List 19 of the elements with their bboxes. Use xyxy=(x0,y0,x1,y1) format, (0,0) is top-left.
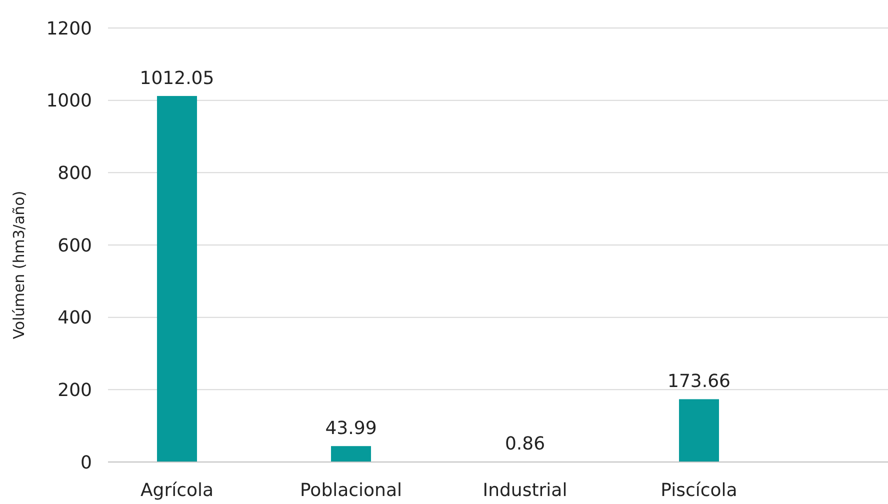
x-tick-label: Industrial xyxy=(482,480,568,501)
data-label: 1012.05 xyxy=(140,68,214,89)
y-tick-label: 600 xyxy=(58,235,92,256)
bar xyxy=(679,399,719,462)
y-tick-label: 1200 xyxy=(46,18,92,40)
y-tick-label: 0 xyxy=(80,452,92,474)
bar xyxy=(157,96,197,462)
y-tick-label: 1000 xyxy=(46,90,92,112)
y-tick-label: 800 xyxy=(58,162,92,184)
bar xyxy=(331,446,371,462)
x-tick-label: Agrícola xyxy=(140,480,214,501)
y-axis-title: Volúmen (hm3/año) xyxy=(10,190,28,340)
data-label: 173.66 xyxy=(668,371,730,392)
y-tick-label: 200 xyxy=(58,380,92,401)
y-tick-label: 400 xyxy=(58,308,92,329)
x-tick-label: Poblacional xyxy=(300,480,402,501)
data-label: 43.99 xyxy=(325,418,377,440)
data-label: 0.86 xyxy=(504,434,546,455)
x-tick-label: Piscícola xyxy=(660,480,738,501)
